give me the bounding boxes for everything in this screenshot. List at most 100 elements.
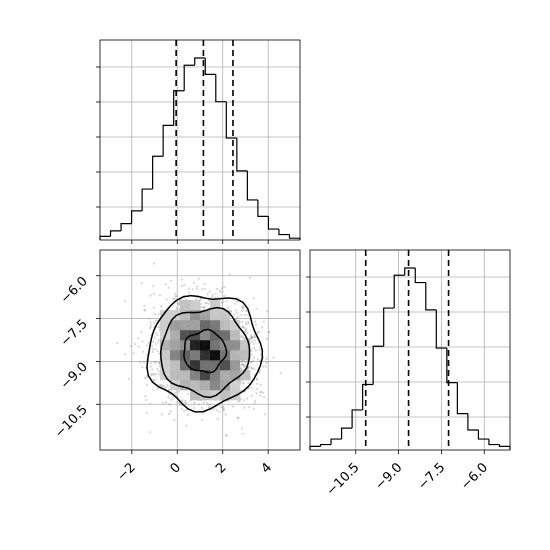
joint-density-cell <box>180 350 191 361</box>
joint-scatter-point <box>241 307 244 310</box>
param1-hist-bin-1 <box>109 230 122 237</box>
joint-scatter-point <box>258 348 261 351</box>
joint-scatter-point <box>243 364 246 367</box>
joint-scatter-point <box>172 297 175 300</box>
joint-scatter-point <box>242 326 245 329</box>
joint-density-cell <box>230 350 241 361</box>
joint-scatter-point <box>221 405 224 408</box>
joint-density-cell <box>190 380 201 391</box>
joint-scatter-point <box>212 408 215 411</box>
joint-density-cell <box>220 330 231 341</box>
joint-scatter-point <box>164 283 167 286</box>
joint-scatter-point <box>220 301 223 304</box>
joint-density-cell <box>190 300 201 311</box>
joint-scatter-point <box>195 298 198 301</box>
joint-scatter-point <box>145 383 149 386</box>
joint-scatter-point <box>149 324 152 327</box>
param2-hist-bin-16 <box>477 429 489 440</box>
joint-scatter-point <box>203 287 206 290</box>
joint-scatter-point <box>239 367 243 370</box>
param2-hist-bin-7 <box>383 307 395 347</box>
joint-scatter-point <box>251 367 254 370</box>
joint-scatter-point <box>174 292 177 295</box>
joint-scatter-point <box>242 306 245 309</box>
joint-scatter-point <box>180 284 183 288</box>
param1-hist-bin-17 <box>278 229 290 236</box>
joint-scatter-point <box>183 284 186 287</box>
param1-hist-bin-8 <box>183 64 195 91</box>
param1-hist-bin-14 <box>246 170 258 201</box>
joint-scatter-point <box>250 353 253 356</box>
joint-scatter-point <box>140 281 143 285</box>
joint-scatter-point <box>230 309 233 313</box>
joint-scatter-point <box>188 291 191 294</box>
param1-hist-bin-13 <box>236 138 248 172</box>
joint-scatter-point <box>192 281 195 284</box>
joint-scatter-point <box>155 342 158 345</box>
joint-density-cell <box>200 360 211 371</box>
joint-scatter-point <box>132 352 135 355</box>
joint-scatter-point <box>250 335 253 338</box>
joint-scatter-point <box>156 334 159 337</box>
joint-scatter-point <box>152 321 156 324</box>
joint-scatter-point <box>151 344 154 347</box>
joint-density-cell <box>160 320 171 331</box>
joint-density-cell <box>180 330 191 341</box>
joint-scatter-point <box>208 290 211 293</box>
joint-scatter-point <box>154 319 157 322</box>
joint-density-cell <box>220 380 231 391</box>
joint-scatter-point <box>181 398 184 402</box>
joint-scatter-point <box>157 370 160 373</box>
joint-scatter-point <box>247 366 250 370</box>
param1-hist-bin-10 <box>204 58 216 75</box>
joint-scatter-point <box>272 356 275 359</box>
joint-scatter-point <box>265 337 268 340</box>
joint-scatter-point <box>251 336 254 339</box>
joint-density-cell <box>190 320 201 331</box>
joint-scatter-point <box>157 338 160 341</box>
joint-scatter-point <box>161 401 165 405</box>
joint-density-cell <box>240 340 251 351</box>
joint-density-cell <box>210 340 221 351</box>
joint-scatter-point <box>154 313 157 316</box>
joint-scatter-point <box>241 305 244 308</box>
joint-density-cell <box>230 380 241 391</box>
joint-scatter-point <box>253 356 256 359</box>
joint-density-cell <box>200 370 211 381</box>
joint-scatter-point <box>195 287 198 290</box>
joint-scatter-point <box>237 416 240 419</box>
joint-scatter-point <box>223 285 226 289</box>
joint-scatter-point <box>227 307 230 310</box>
joint-scatter-point <box>262 365 265 368</box>
joint-scatter-point <box>157 341 160 344</box>
joint-scatter-point <box>167 286 170 289</box>
joint-scatter-point <box>242 364 245 367</box>
joint-scatter-point <box>206 293 209 296</box>
joint-scatter-point <box>191 288 194 291</box>
param2-hist-bin-5 <box>362 383 374 410</box>
joint-density-cell <box>170 370 181 381</box>
joint-scatter-point <box>154 348 157 351</box>
joint-density-cell <box>160 310 171 321</box>
joint-density-cell <box>200 390 211 401</box>
joint-scatter-point <box>147 341 151 344</box>
joint-scatter-point <box>154 332 157 335</box>
joint-scatter-point <box>205 402 208 405</box>
joint-scatter-point <box>153 361 156 364</box>
joint-scatter-point <box>156 367 159 370</box>
joint-scatter-point <box>146 376 149 379</box>
joint-scatter-point <box>162 384 165 387</box>
joint-scatter-point <box>178 402 181 405</box>
joint-scatter-point <box>241 360 244 363</box>
joint-scatter-point <box>241 427 244 430</box>
joint-scatter-point <box>243 337 246 340</box>
joint-scatter-point <box>143 309 146 312</box>
param2-hist-bin-4 <box>351 409 363 429</box>
joint-scatter-point <box>193 406 196 409</box>
joint-scatter-point <box>150 372 153 376</box>
joint-scatter-point <box>237 417 240 420</box>
joint-scatter-point <box>224 434 228 437</box>
joint-scatter-point <box>250 337 253 341</box>
joint-density-panel: −2 0 2 4−10.5−9.0−7.5−6.0 <box>52 249 301 484</box>
joint-scatter-point <box>245 328 248 331</box>
